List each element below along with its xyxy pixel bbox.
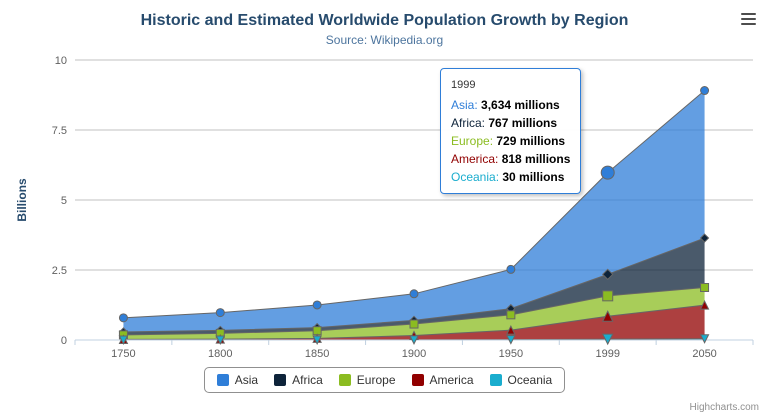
y-axis-title: Billions xyxy=(15,178,29,222)
chart-subtitle: Source: Wikipedia.org xyxy=(325,33,444,47)
legend-item-africa[interactable]: Africa xyxy=(274,373,323,387)
y-axis-tick-label: 2.5 xyxy=(52,265,67,277)
europe-square-marker[interactable] xyxy=(409,319,419,329)
tooltip-series-value: 3,634 millions xyxy=(481,98,560,112)
europe-square-marker[interactable] xyxy=(700,283,710,292)
oceania-triangle-down-marker[interactable] xyxy=(215,335,226,346)
asia-circle-marker[interactable] xyxy=(118,313,128,323)
legend-item-europe[interactable]: Europe xyxy=(338,373,396,387)
tooltip-series-value: 729 millions xyxy=(496,134,566,148)
y-axis-tick-label: 0 xyxy=(61,335,67,347)
tooltip: 1999 Asia: 3,634 millions Africa: 767 mil… xyxy=(440,68,582,194)
x-axis-tick-label: 2050 xyxy=(692,348,716,360)
legend-label: Asia xyxy=(234,373,259,387)
oceania-triangle-down-marker[interactable] xyxy=(312,335,322,346)
legend-item-oceania[interactable]: Oceania xyxy=(489,373,553,387)
tooltip-row-america: America: 818 millions xyxy=(451,150,570,168)
tooltip-row-oceania: Oceania: 30 millions xyxy=(451,168,570,186)
asia-circle-marker[interactable] xyxy=(600,165,615,180)
asia-circle-marker[interactable] xyxy=(506,264,516,274)
y-axis-tick-label: 10 xyxy=(55,55,67,67)
export-menu-button[interactable] xyxy=(737,9,759,29)
x-axis-tick-label: 1900 xyxy=(402,348,426,360)
tooltip-series-value: 818 millions xyxy=(501,152,571,166)
tooltip-series-name: Africa: xyxy=(451,116,489,130)
legend-item-america[interactable]: America xyxy=(411,373,474,387)
oceania-triangle-down-marker[interactable] xyxy=(118,335,129,346)
x-axis-tick-label: 1750 xyxy=(111,348,135,360)
credits-link[interactable]: Highcharts.com xyxy=(689,402,759,413)
africa-diamond-marker[interactable] xyxy=(699,233,710,243)
america-triangle-marker[interactable] xyxy=(699,299,710,310)
legend-item-asia[interactable]: Asia xyxy=(216,373,259,387)
legend-swatch-icon xyxy=(338,374,351,386)
legend-box: Asia Africa Europe America Oceania xyxy=(203,367,566,393)
tooltip-series-name: Oceania: xyxy=(451,170,503,184)
tooltip-series-name: Asia: xyxy=(451,98,482,112)
tooltip-series-value: 30 millions xyxy=(502,170,565,184)
x-axis-tick-label: 1950 xyxy=(499,348,523,360)
legend-label: Africa xyxy=(292,373,323,387)
tooltip-header: 1999 xyxy=(451,79,476,91)
area-series-america xyxy=(123,305,705,340)
legend-swatch-icon xyxy=(216,374,229,386)
tooltip-row-europe: Europe: 729 millions xyxy=(451,132,570,150)
tooltip-row-africa: Africa: 767 millions xyxy=(451,114,570,132)
europe-square-marker[interactable] xyxy=(602,290,614,302)
hamburger-menu-icon xyxy=(740,12,756,16)
america-triangle-marker[interactable] xyxy=(506,325,516,335)
tooltip-series-value: 767 millions xyxy=(488,116,558,130)
africa-diamond-marker[interactable] xyxy=(602,268,614,281)
legend-swatch-icon xyxy=(411,374,424,386)
tooltip-series-name: Europe: xyxy=(451,134,497,148)
legend: Asia Africa Europe America Oceania xyxy=(0,367,769,393)
area-series-asia xyxy=(123,90,705,332)
asia-circle-marker[interactable] xyxy=(312,300,322,310)
oceania-triangle-down-marker[interactable] xyxy=(699,334,710,344)
legend-swatch-icon xyxy=(274,374,287,386)
tooltip-series-name: America: xyxy=(451,152,502,166)
x-axis-tick-label: 1999 xyxy=(595,348,619,360)
legend-label: Oceania xyxy=(507,373,553,387)
legend-swatch-icon xyxy=(489,374,502,386)
europe-square-marker[interactable] xyxy=(506,310,516,320)
area-series-africa xyxy=(123,238,705,335)
america-triangle-marker[interactable] xyxy=(601,310,614,322)
y-axis-tick-label: 5 xyxy=(61,195,67,207)
x-axis-tick-label: 1800 xyxy=(208,348,232,360)
tooltip-row-asia: Asia: 3,634 millions xyxy=(451,96,570,114)
legend-label: Europe xyxy=(356,373,396,387)
x-axis-tick-label: 1850 xyxy=(305,348,329,360)
asia-circle-marker[interactable] xyxy=(215,308,225,318)
asia-circle-marker[interactable] xyxy=(700,86,710,96)
legend-label: America xyxy=(429,373,474,387)
oceania-triangle-down-marker[interactable] xyxy=(601,333,614,346)
y-axis-tick-label: 7.5 xyxy=(52,125,67,137)
oceania-triangle-down-marker[interactable] xyxy=(409,335,419,345)
chart-title: Historic and Estimated Worldwide Populat… xyxy=(140,12,629,29)
asia-circle-marker[interactable] xyxy=(409,289,419,299)
oceania-triangle-down-marker[interactable] xyxy=(506,335,516,345)
